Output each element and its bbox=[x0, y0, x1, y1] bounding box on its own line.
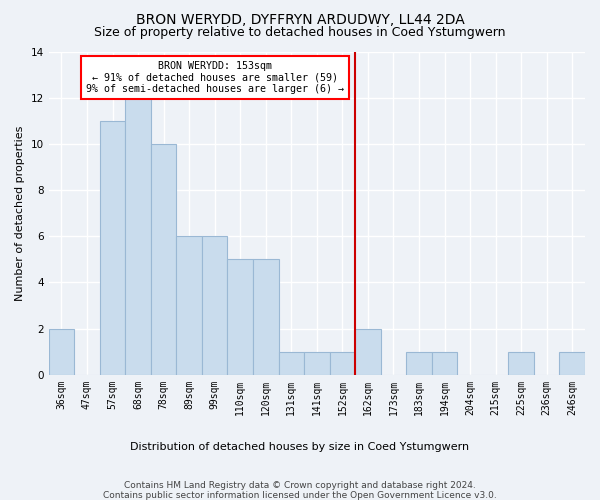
Bar bbox=[329, 352, 355, 375]
Y-axis label: Number of detached properties: Number of detached properties bbox=[15, 126, 25, 301]
Bar bbox=[125, 98, 151, 375]
Bar bbox=[227, 260, 253, 375]
Bar bbox=[278, 352, 304, 375]
Bar bbox=[202, 236, 227, 375]
Text: Contains HM Land Registry data © Crown copyright and database right 2024.: Contains HM Land Registry data © Crown c… bbox=[124, 481, 476, 490]
Bar bbox=[49, 328, 74, 375]
Bar bbox=[432, 352, 457, 375]
Text: Size of property relative to detached houses in Coed Ystumgwern: Size of property relative to detached ho… bbox=[94, 26, 506, 39]
Bar bbox=[304, 352, 329, 375]
Bar bbox=[100, 121, 125, 375]
Bar bbox=[508, 352, 534, 375]
Bar bbox=[253, 260, 278, 375]
Text: BRON WERYDD: 153sqm
← 91% of detached houses are smaller (59)
9% of semi-detache: BRON WERYDD: 153sqm ← 91% of detached ho… bbox=[86, 60, 344, 94]
Bar bbox=[406, 352, 432, 375]
Text: BRON WERYDD, DYFFRYN ARDUDWY, LL44 2DA: BRON WERYDD, DYFFRYN ARDUDWY, LL44 2DA bbox=[136, 12, 464, 26]
Text: Distribution of detached houses by size in Coed Ystumgwern: Distribution of detached houses by size … bbox=[130, 442, 470, 452]
Bar bbox=[151, 144, 176, 375]
Text: Contains public sector information licensed under the Open Government Licence v3: Contains public sector information licen… bbox=[103, 491, 497, 500]
Bar bbox=[176, 236, 202, 375]
Bar bbox=[355, 328, 380, 375]
Bar bbox=[559, 352, 585, 375]
